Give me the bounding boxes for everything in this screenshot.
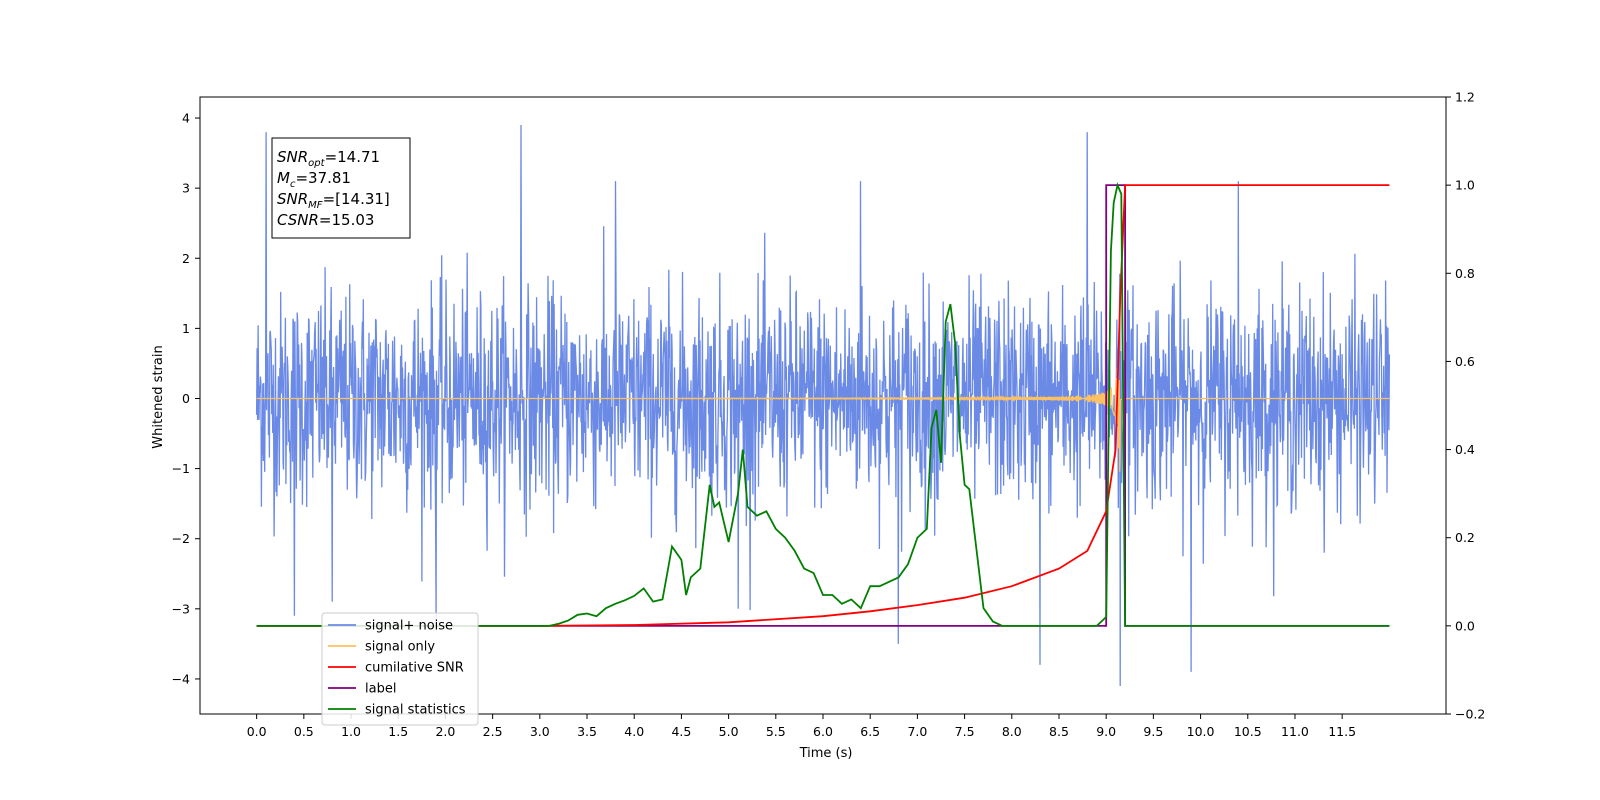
- x-tick-label: 7.5: [955, 724, 975, 739]
- legend-label: signal statistics: [365, 703, 466, 718]
- plot-layer: [255, 124, 1391, 687]
- x-tick-label: 6.5: [860, 724, 880, 739]
- x-tick-label: 10.5: [1234, 724, 1262, 739]
- x-tick-label: 7.0: [907, 724, 927, 739]
- legend-label: signal+ noise: [365, 619, 453, 634]
- x-tick-label: 1.5: [388, 724, 408, 739]
- annotation-box: SNRopt=14.71Mc=37.81SNRMF=[14.31]CSNR=15…: [271, 137, 411, 239]
- legend-label: signal only: [365, 640, 435, 655]
- y2-tick-label: 0.8: [1455, 266, 1475, 281]
- legend-frame: [321, 612, 479, 726]
- y-tick-label: 0: [182, 391, 190, 406]
- x-tick-label: 2.0: [435, 724, 455, 739]
- annotation-value: =[14.31]: [323, 190, 390, 208]
- annotation-symbol: M: [277, 169, 290, 187]
- annotation-line: SNRMF=[14.31]: [277, 190, 390, 211]
- annotation-frame: [271, 137, 411, 239]
- y2-tick-label: 1.0: [1455, 178, 1475, 193]
- y2-tick-label: 0.6: [1455, 354, 1475, 369]
- legend-label: label: [365, 682, 396, 697]
- y-tick-label: 1: [182, 321, 190, 336]
- x-tick-label: 8.5: [1049, 724, 1069, 739]
- series-cumulative-snr: [256, 184, 1390, 627]
- annotation-symbol: CSNR: [277, 211, 319, 229]
- x-tick-label: 0.5: [294, 724, 314, 739]
- annotation-value: =15.03: [319, 211, 375, 229]
- x-tick-label: 5.0: [719, 724, 739, 739]
- y2-tick-label: 0.4: [1455, 442, 1475, 457]
- x-tick-label: 0.0: [247, 724, 267, 739]
- annotation-value: =14.71: [325, 148, 381, 166]
- x-tick-label: 6.0: [813, 724, 833, 739]
- annotation-symbol: SNR: [277, 148, 308, 166]
- x-tick-label: 9.5: [1143, 724, 1163, 739]
- x-tick-label: 9.0: [1096, 724, 1116, 739]
- annotation-value: =37.81: [295, 169, 351, 187]
- y-tick-label: −1: [172, 461, 190, 476]
- y-tick-label: −3: [172, 601, 190, 616]
- legend-label: cumilative SNR: [365, 661, 464, 676]
- x-tick-label: 10.0: [1187, 724, 1215, 739]
- x-tick-label: 8.0: [1002, 724, 1022, 739]
- y2-tick-label: 0.2: [1455, 530, 1475, 545]
- y-axis-label: Whitened strain: [151, 345, 166, 448]
- x-tick-label: 1.0: [341, 724, 361, 739]
- x-tick-label: 3.0: [530, 724, 550, 739]
- annotation-line: Mc=37.81: [277, 169, 351, 190]
- annotation-symbol: SNR: [277, 190, 308, 208]
- y2-tick-label: 0.0: [1455, 618, 1475, 633]
- axes-layer: 0.0 0.5 1.0 1.5 2.0 2.5 3.0 3.5 4.0 4.5 5.0 5.5 6.0 6…: [172, 90, 1486, 740]
- y-tick-label: 4: [182, 111, 190, 126]
- y2-tick-label: −0.2: [1455, 707, 1485, 722]
- x-tick-label: 4.0: [624, 724, 644, 739]
- series-signal-statistics: [256, 182, 1390, 627]
- annotation-subscript: c: [290, 179, 296, 190]
- x-tick-label: 11.0: [1281, 724, 1309, 739]
- series-signal-noise: [255, 124, 1391, 687]
- x-tick-label: 3.5: [577, 724, 597, 739]
- annotation-subscript: opt: [308, 158, 325, 169]
- annotation-line: CSNR=15.03: [277, 211, 374, 229]
- y2-tick-label: 1.2: [1455, 90, 1475, 105]
- y-tick-label: −2: [172, 531, 190, 546]
- x-axis-label: Time (s): [799, 746, 853, 761]
- x-tick-label: 11.5: [1328, 724, 1356, 739]
- y-tick-label: 3: [182, 181, 190, 196]
- series-signal-only: [256, 367, 1390, 472]
- y-tick-label: 2: [182, 251, 190, 266]
- legend: signal+ noise signal only cumilative SNR la…: [321, 612, 479, 726]
- y-tick-label: −4: [172, 671, 190, 686]
- x-tick-label: 2.5: [483, 724, 503, 739]
- x-tick-label: 4.5: [671, 724, 691, 739]
- annotation-subscript: MF: [308, 200, 323, 211]
- x-tick-label: 5.5: [766, 724, 786, 739]
- annotation-line: SNRopt=14.71: [277, 148, 380, 169]
